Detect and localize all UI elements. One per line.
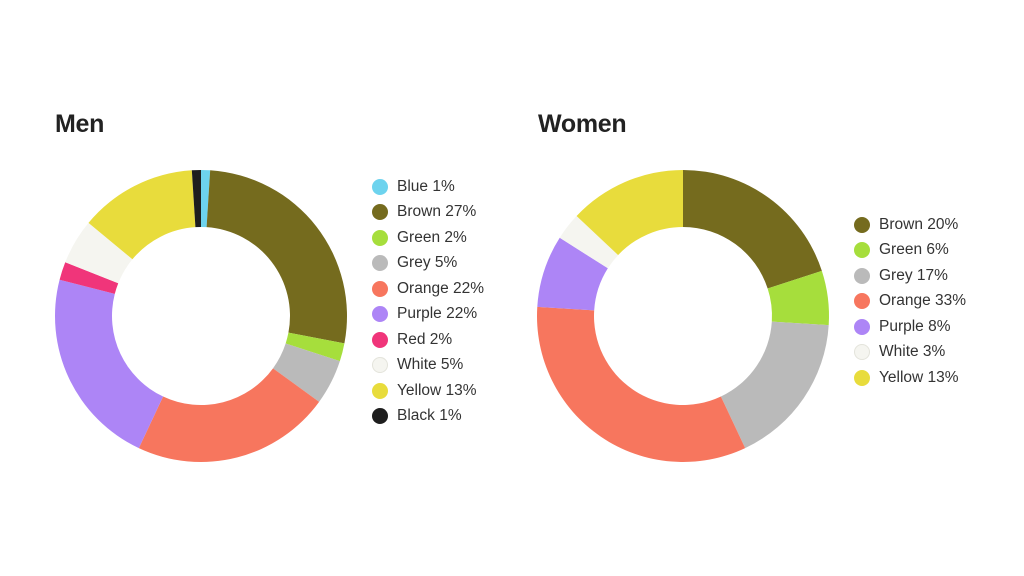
women-legend-swatch-grey — [854, 267, 870, 284]
women-legend-label-green: Green 6% — [879, 241, 949, 259]
men-slice-grey — [273, 343, 340, 402]
women-legend-label-orange: Orange 33% — [879, 292, 967, 310]
women-legend-item-grey: Grey 17% — [854, 263, 966, 289]
men-legend-item-green: Green 2% — [372, 225, 484, 251]
men-legend-item-purple: Purple 22% — [372, 302, 484, 328]
women-legend-swatch-orange — [854, 293, 870, 310]
men-slice-orange — [138, 368, 320, 462]
men-slice-yellow — [88, 170, 196, 260]
men-legend-swatch-white — [372, 357, 388, 374]
men-legend-item-yellow: Yellow 13% — [372, 378, 484, 404]
men-legend-item-orange: Orange 22% — [372, 276, 484, 302]
men-legend-label-grey: Grey 5% — [397, 254, 458, 272]
men-legend-label-yellow: Yellow 13% — [397, 381, 477, 399]
women-legend-item-orange: Orange 33% — [854, 289, 966, 315]
men-legend-swatch-black — [372, 408, 388, 425]
women-legend-item-purple: Purple 8% — [854, 314, 966, 340]
women-donut-chart — [537, 170, 829, 462]
women-slice-purple — [537, 237, 608, 311]
men-legend-swatch-brown — [372, 204, 388, 221]
men-slice-black — [191, 170, 201, 228]
men-slice-brown — [206, 170, 347, 344]
men-chart-title: Men — [55, 110, 105, 138]
women-legend-swatch-brown — [854, 216, 870, 233]
men-legend-swatch-purple — [372, 306, 388, 323]
women-slice-grey — [720, 321, 829, 449]
women-legend-swatch-green — [854, 242, 870, 259]
women-legend: Brown 20% Green 6% Grey 17% Orange 33% Purpl… — [854, 212, 966, 391]
men-legend-swatch-green — [372, 229, 388, 246]
men-legend-swatch-yellow — [372, 382, 388, 399]
men-legend-item-black: Black 1% — [372, 404, 484, 430]
men-slice-blue — [201, 170, 211, 228]
men-donut-chart — [55, 170, 347, 462]
women-legend-item-brown: Brown 20% — [854, 212, 966, 238]
men-slice-purple — [55, 279, 164, 449]
women-slice-green — [767, 270, 829, 326]
men-legend-label-blue: Blue 1% — [397, 177, 455, 195]
men-legend-label-purple: Purple 22% — [397, 305, 478, 323]
men-legend-item-brown: Brown 27% — [372, 200, 484, 226]
women-legend-swatch-white — [854, 344, 870, 361]
women-slice-yellow — [576, 170, 683, 256]
men-legend-swatch-blue — [372, 178, 388, 195]
women-slice-orange — [537, 306, 746, 462]
men-legend-label-white: White 5% — [397, 356, 464, 374]
men-slice-green — [285, 332, 345, 362]
men-legend-label-black: Black 1% — [397, 407, 462, 425]
men-legend-label-green: Green 2% — [397, 228, 467, 246]
women-legend-swatch-purple — [854, 318, 870, 335]
men-legend-item-grey: Grey 5% — [372, 251, 484, 277]
women-legend-item-yellow: Yellow 13% — [854, 365, 966, 391]
women-legend-swatch-yellow — [854, 369, 870, 386]
men-legend-label-orange: Orange 22% — [397, 279, 485, 297]
women-legend-label-brown: Brown 20% — [879, 215, 959, 233]
men-legend-label-brown: Brown 27% — [397, 203, 477, 221]
women-slice-white — [559, 216, 619, 269]
men-legend-item-red: Red 2% — [372, 327, 484, 353]
men-legend: Blue 1% Brown 27% Green 2% Grey 5% Orange 22… — [372, 174, 484, 429]
women-legend-label-yellow: Yellow 13% — [879, 368, 959, 386]
men-legend-swatch-grey — [372, 255, 388, 272]
women-legend-item-green: Green 6% — [854, 238, 966, 264]
women-chart-title: Women — [538, 110, 627, 138]
men-legend-swatch-red — [372, 331, 388, 348]
men-legend-item-white: White 5% — [372, 353, 484, 379]
women-legend-label-grey: Grey 17% — [879, 266, 948, 284]
women-slice-brown — [683, 170, 822, 289]
women-legend-item-white: White 3% — [854, 340, 966, 366]
men-slice-red — [59, 262, 119, 294]
men-legend-label-red: Red 2% — [397, 330, 453, 348]
women-legend-label-purple: Purple 8% — [879, 317, 951, 335]
men-legend-item-blue: Blue 1% — [372, 174, 484, 200]
men-slice-white — [65, 222, 133, 284]
women-legend-label-white: White 3% — [879, 343, 946, 361]
men-legend-swatch-orange — [372, 280, 388, 297]
